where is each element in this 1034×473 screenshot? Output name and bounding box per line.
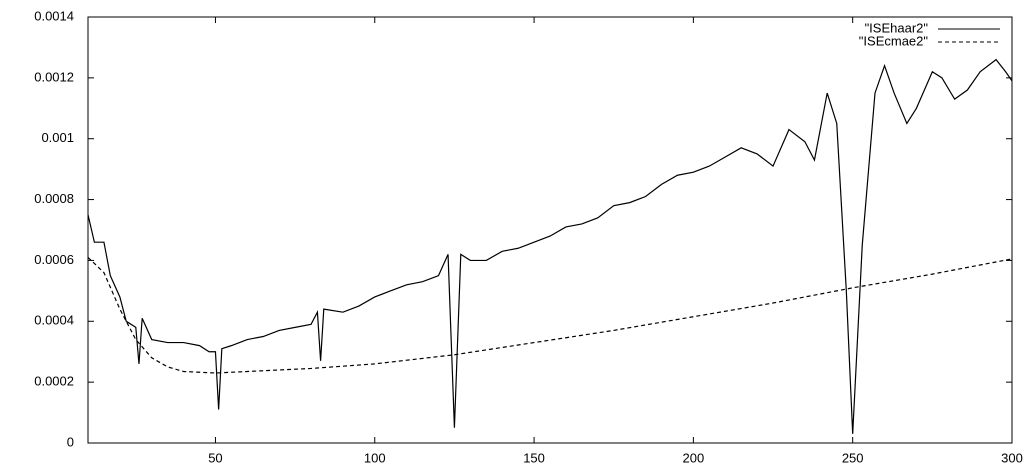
plot-frame	[87, 16, 1013, 444]
y-tick-label: 0.0014	[34, 8, 74, 23]
y-tick-label: 0.0012	[34, 69, 74, 84]
legend-label: "ISEcmae2"	[859, 33, 929, 48]
y-tick-label: 0.001	[41, 130, 74, 145]
y-tick-label: 0.0006	[34, 252, 74, 267]
y-tick-label: 0.0004	[34, 313, 74, 328]
x-tick-label: 200	[683, 450, 705, 465]
y-tick-label: 0.0002	[34, 374, 74, 389]
y-tick-label: 0.0008	[34, 191, 74, 206]
x-tick-label: 100	[364, 450, 386, 465]
data-line	[87, 256, 1013, 374]
y-tick-label: 0	[67, 434, 74, 449]
legend-label: "ISEhaar2"	[865, 20, 929, 35]
x-tick-label: 250	[842, 450, 864, 465]
x-tick-label: 300	[1001, 450, 1023, 465]
x-tick-label: 150	[523, 450, 545, 465]
data-line	[87, 58, 1013, 434]
x-tick-label: 50	[208, 450, 222, 465]
